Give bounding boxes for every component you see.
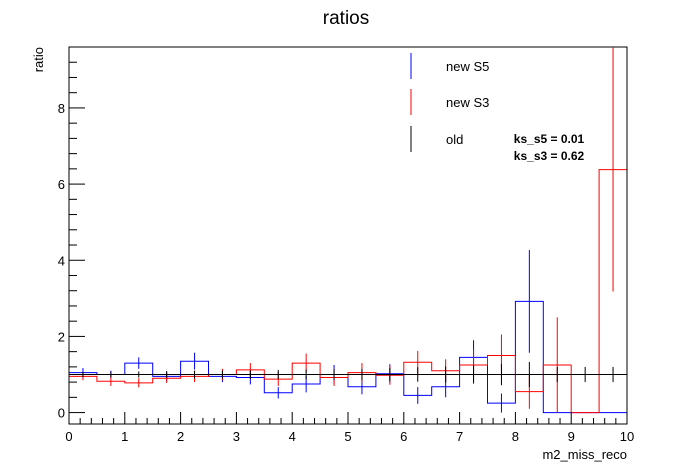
y-tick-label: 8 (58, 101, 65, 116)
x-tick-label: 10 (620, 429, 634, 444)
x-tick-label: 6 (400, 429, 407, 444)
x-tick-label: 4 (289, 429, 296, 444)
legend: new S5 new S3 old (410, 53, 489, 152)
x-tick-label: 1 (121, 429, 128, 444)
y-tick-label: 4 (58, 253, 65, 268)
chart-title: ratios (323, 8, 369, 29)
y-tick-label: 0 (58, 406, 65, 421)
legend-label-new-s5: new S5 (446, 59, 489, 74)
x-tick-label: 2 (177, 429, 184, 444)
x-axis-label: m2_miss_reco (542, 447, 627, 462)
axes-layer: 0 1 2 3 4 5 6 7 8 9 10 0 2 4 6 8 (58, 46, 634, 444)
series-layer (69, 47, 627, 414)
x-tick-label: 8 (512, 429, 519, 444)
y-axis-label: ratio (31, 47, 46, 72)
y-tick-label: 2 (58, 329, 65, 344)
ks-s5-annotation: ks_s5 = 0.01 (514, 132, 585, 146)
x-tick-label: 3 (233, 429, 240, 444)
x-tick-label: 7 (456, 429, 463, 444)
legend-label-new-s3: new S3 (446, 95, 489, 110)
legend-label-old: old (446, 132, 463, 147)
y-tick-label: 6 (58, 177, 65, 192)
series-old (69, 361, 627, 388)
ks-s3-annotation: ks_s3 = 0.62 (514, 149, 585, 163)
x-tick-label: 9 (568, 429, 575, 444)
x-tick-label: 0 (65, 429, 72, 444)
x-tick-label: 5 (344, 429, 351, 444)
